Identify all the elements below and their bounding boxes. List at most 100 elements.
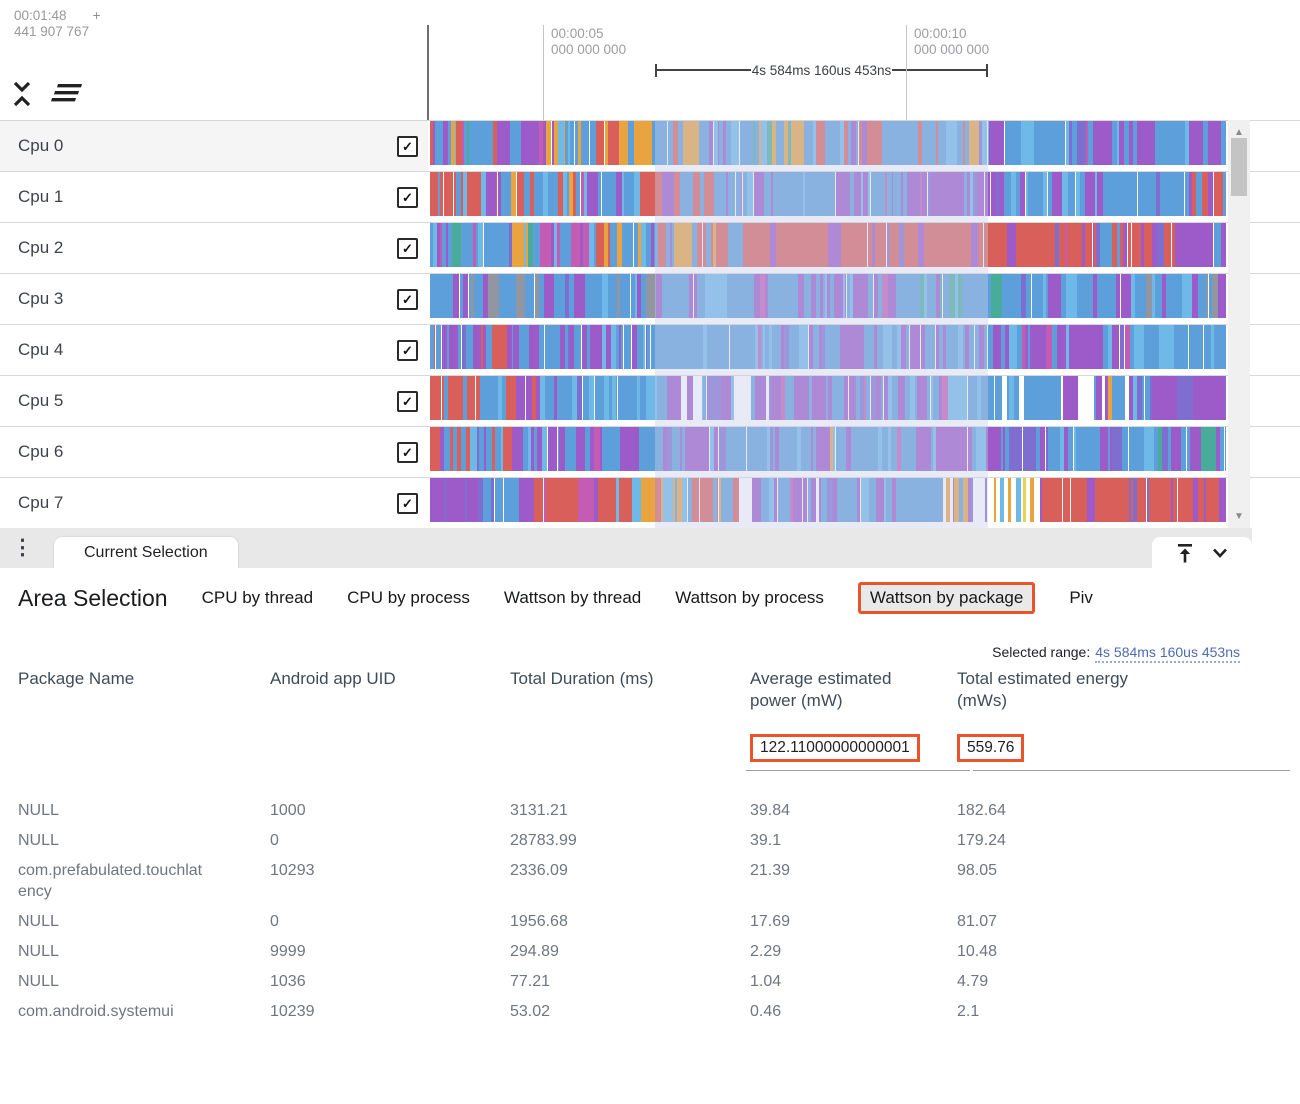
track-slices[interactable] bbox=[430, 376, 1226, 420]
wattson-package-table: Package Name Android app UID Total Duratio… bbox=[18, 668, 1290, 1027]
kebab-menu-icon[interactable]: ⋮ bbox=[12, 534, 33, 562]
tab-piv[interactable]: Piv bbox=[1069, 588, 1093, 607]
avg-power-total-value: 122.11000000000001 bbox=[750, 734, 920, 762]
scrollbar-down-icon[interactable]: ▼ bbox=[1228, 508, 1250, 524]
table-cell: 0 bbox=[270, 913, 279, 930]
table-cell: 10293 bbox=[270, 862, 315, 879]
table-cell: 81.07 bbox=[957, 913, 998, 930]
cpu-track-row[interactable]: Cpu 3 ✓ bbox=[0, 273, 1300, 324]
viewport-start-marker bbox=[427, 25, 429, 120]
tab-wattson-by-process[interactable]: Wattson by process bbox=[675, 588, 824, 607]
track-slices[interactable] bbox=[430, 274, 1226, 318]
track-label-area: Cpu 3 ✓ bbox=[0, 274, 428, 324]
track-slices[interactable] bbox=[430, 121, 1226, 165]
table-row[interactable]: com.android.systemui 10239 53.02 0.46 2.1 bbox=[18, 997, 1290, 1027]
column-header[interactable]: Total Duration (ms) bbox=[510, 669, 654, 688]
selection-duration-bracket: 4s 584ms 160us 453ns bbox=[655, 62, 989, 78]
table-cell: NULL bbox=[18, 913, 59, 930]
track-name: Cpu 7 bbox=[18, 493, 64, 512]
table-cell: 1036 bbox=[270, 973, 306, 990]
column-header[interactable]: Total estimated energy (mWs) bbox=[957, 669, 1129, 710]
table-header-row: Package Name Android app UID Total Duratio… bbox=[18, 668, 1290, 712]
table-cell: 39.84 bbox=[750, 802, 791, 819]
cpu-track-row[interactable]: Cpu 2 ✓ bbox=[0, 222, 1300, 273]
cpu-track-row[interactable]: Cpu 0 ✓ bbox=[0, 120, 1300, 171]
tab-cpu-by-process[interactable]: CPU by process bbox=[347, 588, 470, 607]
tab-current-selection[interactable]: Current Selection bbox=[54, 537, 238, 568]
track-label-area: Cpu 5 ✓ bbox=[0, 376, 428, 426]
column-header[interactable]: Android app UID bbox=[270, 669, 396, 688]
track-slices[interactable] bbox=[430, 478, 1226, 522]
column-header[interactable]: Average estimated power (mW) bbox=[750, 669, 892, 710]
table-row[interactable]: NULL 9999 294.89 2.29 10.48 bbox=[18, 937, 1290, 967]
track-checkbox[interactable]: ✓ bbox=[397, 492, 418, 514]
table-cell: 10.48 bbox=[957, 943, 998, 960]
cpu-track-row[interactable]: Cpu 4 ✓ bbox=[0, 324, 1300, 375]
timeline-tick bbox=[543, 25, 544, 120]
track-slices[interactable] bbox=[430, 427, 1226, 471]
vertical-align-top-icon bbox=[1178, 543, 1192, 562]
table-cell: 17.69 bbox=[750, 913, 791, 930]
table-cell: 179.24 bbox=[957, 832, 1006, 849]
track-checkbox[interactable]: ✓ bbox=[397, 135, 418, 157]
bracket-right-cap bbox=[986, 63, 989, 77]
scrollbar-up-icon[interactable]: ▲ bbox=[1228, 124, 1250, 140]
table-cell: 10239 bbox=[270, 1003, 315, 1020]
track-label-area: Cpu 2 ✓ bbox=[0, 223, 428, 273]
column-header[interactable]: Package Name bbox=[18, 669, 135, 688]
track-list: Cpu 0 ✓ Cpu 1 ✓ Cpu 2 ✓ Cpu 3 ✓ Cpu 4 ✓ Cpu 5 ✓ Cpu … bbox=[0, 120, 1300, 528]
table-cell: 4.79 bbox=[957, 973, 989, 990]
table-summary-row: 122.11000000000001 559.76 bbox=[18, 734, 1290, 762]
area-selection-tabs: Area Selection CPU by thread CPU by proce… bbox=[18, 582, 1258, 614]
track-filter-button[interactable] bbox=[50, 84, 84, 107]
tab-wattson-by-package[interactable]: Wattson by package bbox=[857, 582, 1036, 614]
track-checkbox[interactable]: ✓ bbox=[397, 441, 418, 463]
table-cell: NULL bbox=[18, 943, 59, 960]
table-cell: 98.05 bbox=[957, 862, 998, 879]
details-panel-tabbar: ⋮ Current Selection bbox=[0, 528, 1252, 568]
summary-avg-power-cell: 122.11000000000001 bbox=[750, 734, 957, 762]
timeline-ruler[interactable]: 00:01:48 + 441 907 767 4s 584ms 160us 453… bbox=[0, 0, 1300, 120]
track-slices[interactable] bbox=[430, 325, 1226, 369]
table-cell: 1956.68 bbox=[510, 913, 568, 930]
track-checkbox[interactable]: ✓ bbox=[397, 186, 418, 208]
selected-range-value[interactable]: 4s 584ms 160us 453ns bbox=[1095, 644, 1240, 663]
expand-panel-button[interactable] bbox=[1175, 542, 1195, 564]
track-slices[interactable] bbox=[430, 223, 1226, 267]
track-label-area: Cpu 1 ✓ bbox=[0, 172, 428, 222]
selection-duration-label: 4s 584ms 160us 453ns bbox=[751, 62, 892, 78]
table-cell: 3131.21 bbox=[510, 802, 568, 819]
cpu-track-row[interactable]: Cpu 1 ✓ bbox=[0, 171, 1300, 222]
track-scrollbar[interactable]: ▲ ▼ bbox=[1228, 120, 1250, 528]
cpu-track-row[interactable]: Cpu 5 ✓ bbox=[0, 375, 1300, 426]
table-row[interactable]: NULL 1000 3131.21 39.84 182.64 bbox=[18, 796, 1290, 826]
table-row[interactable]: NULL 0 1956.68 17.69 81.07 bbox=[18, 907, 1290, 937]
track-label-area: Cpu 7 ✓ bbox=[0, 478, 428, 528]
table-cell: 1.04 bbox=[750, 973, 782, 990]
tab-cpu-by-thread[interactable]: CPU by thread bbox=[201, 588, 314, 607]
table-row[interactable]: NULL 1036 77.21 1.04 4.79 bbox=[18, 967, 1290, 997]
panel-controls bbox=[1152, 537, 1252, 568]
track-label-area: Cpu 0 ✓ bbox=[0, 121, 428, 171]
track-filter-icon bbox=[51, 84, 82, 102]
selected-range-label: Selected range: bbox=[992, 644, 1091, 660]
cpu-track-row[interactable]: Cpu 7 ✓ bbox=[0, 477, 1300, 528]
collapse-panel-button[interactable] bbox=[1211, 546, 1229, 560]
collapse-tracks-button[interactable] bbox=[10, 80, 34, 111]
track-slices[interactable] bbox=[430, 172, 1226, 216]
track-checkbox[interactable]: ✓ bbox=[397, 237, 418, 259]
table-cell: NULL bbox=[18, 802, 59, 819]
track-checkbox[interactable]: ✓ bbox=[397, 390, 418, 412]
track-checkbox[interactable]: ✓ bbox=[397, 288, 418, 310]
total-energy-total-value: 559.76 bbox=[957, 734, 1025, 762]
table-row[interactable]: NULL 0 28783.99 39.1 179.24 bbox=[18, 826, 1290, 856]
scrollbar-thumb[interactable] bbox=[1231, 138, 1247, 196]
table-row[interactable]: com.prefabulated.touchlatency 10293 2336.0… bbox=[18, 856, 1290, 907]
tab-wattson-by-thread[interactable]: Wattson by thread bbox=[503, 588, 642, 607]
track-checkbox[interactable]: ✓ bbox=[397, 339, 418, 361]
plus-offset-marker: + bbox=[92, 8, 101, 23]
table-cell: 39.1 bbox=[750, 832, 782, 849]
table-cell: 77.21 bbox=[510, 973, 551, 990]
cpu-track-row[interactable]: Cpu 6 ✓ bbox=[0, 426, 1300, 477]
